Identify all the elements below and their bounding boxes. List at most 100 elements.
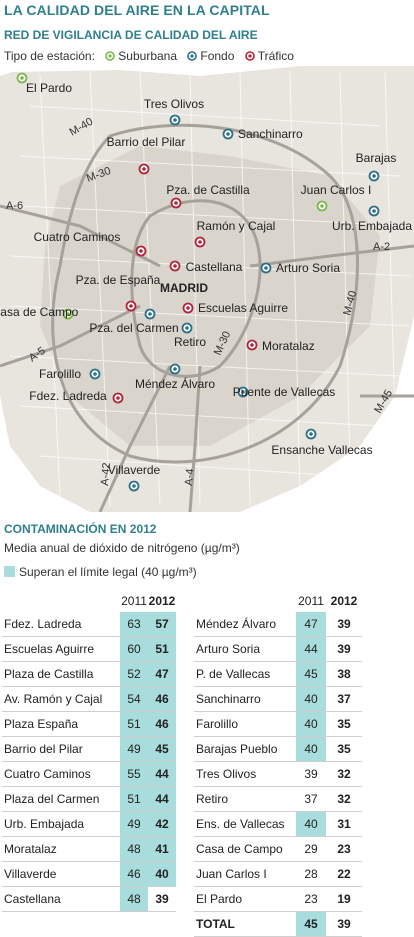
road-a4: A-4	[183, 468, 196, 486]
table-row: Escuelas Aguirre 60 51	[2, 636, 176, 662]
table-row: Farolillo 40 35	[194, 711, 362, 737]
value-2012: 47	[148, 661, 176, 687]
limit-legend: Superan el límite legal (40 µg/m³)	[4, 565, 197, 579]
value-2012: 39	[326, 636, 362, 662]
station-type-legend: Tipo de estación: Suburbana Fondo Tráfic…	[4, 48, 294, 63]
station-dot	[372, 209, 376, 213]
station-name: TOTAL	[194, 911, 296, 937]
value-2011: 40	[296, 811, 326, 837]
station-name: Plaza España	[2, 711, 120, 737]
limit-swatch	[4, 566, 15, 577]
value-2011: 29	[296, 836, 326, 862]
value-2012: 46	[148, 686, 176, 712]
station-name: Av. Ramón y Cajal	[2, 686, 120, 712]
station-marker: Ramón y Cajal	[194, 219, 275, 248]
station-marker: Ensanche Vallecas	[271, 428, 373, 457]
station-marker: Escuelas Aguirre	[182, 301, 288, 315]
station-label: Escuelas Aguirre	[198, 301, 288, 315]
value-2012: 35	[326, 711, 362, 737]
station-dot	[173, 118, 177, 122]
value-2012: 37	[326, 686, 362, 712]
station-name: Fdez. Ladreda	[2, 612, 120, 637]
table-row: Ens. de Vallecas 40 31	[194, 811, 362, 837]
station-dot	[173, 367, 177, 371]
station-name: Tres Olivos	[194, 761, 296, 787]
table-total-row: TOTAL 45 39	[194, 911, 362, 937]
station-name: Casa de Campo	[194, 836, 296, 862]
station-marker: Barrio del Pilar	[107, 135, 186, 175]
value-2011: 45	[296, 661, 326, 687]
station-label: Moratalaz	[262, 339, 315, 353]
station-dot	[186, 306, 190, 310]
legend-label: Tipo de estación:	[4, 48, 95, 63]
table-row: Barrio del Pilar 49 45	[2, 736, 176, 762]
station-marker: Casa de Campo	[0, 305, 79, 320]
table-row: Fdez. Ladreda 63 57	[2, 612, 176, 637]
station-marker: Pza. de Castilla	[166, 183, 250, 209]
station-label: Pza. de Castilla	[166, 183, 250, 197]
header-2011: 2011	[298, 594, 324, 608]
value-2011: 40	[296, 736, 326, 762]
value-2012: 42	[148, 811, 176, 837]
station-dot	[66, 312, 70, 316]
station-dot	[116, 396, 120, 400]
station-label: Fdez. Ladreda	[29, 389, 107, 403]
station-dot	[250, 343, 254, 347]
station-label: Barrio del Pilar	[107, 135, 186, 149]
station-label: Farolillo	[39, 367, 81, 381]
value-2012: 39	[326, 911, 362, 937]
table-row: Casa de Campo 29 23	[194, 836, 362, 862]
table-row: Barajas Pueblo 40 35	[194, 736, 362, 762]
station-name: Méndez Álvaro	[194, 612, 296, 637]
station-marker: Moratalaz	[246, 339, 315, 353]
station-dot	[226, 132, 230, 136]
table-row: Plaza del Carmen 51 44	[2, 786, 176, 812]
station-marker: Puente de Vallecas	[233, 385, 336, 399]
table-row: Castellana 48 39	[2, 886, 176, 912]
station-label: Casa de Campo	[0, 305, 79, 319]
station-name: Arturo Soria	[194, 636, 296, 662]
station-marker: Farolillo	[39, 367, 101, 381]
value-2012: 35	[326, 736, 362, 762]
background-station-icon	[187, 51, 198, 61]
station-marker: Barajas	[356, 151, 396, 182]
station-dot	[185, 326, 189, 330]
value-2011: 54	[120, 686, 148, 712]
table-header-row: 2011 2012	[2, 590, 176, 612]
value-2011: 49	[120, 811, 148, 837]
station-dot	[132, 484, 136, 488]
value-2012: 32	[326, 786, 362, 812]
station-label: Puente de Vallecas	[233, 385, 336, 399]
value-2011: 28	[296, 861, 326, 887]
station-label: Arturo Soria	[276, 261, 340, 275]
station-name: Castellana	[2, 886, 120, 912]
station-name: Sanchinarro	[194, 686, 296, 712]
header-2012: 2012	[148, 594, 176, 608]
table-row: Villaverde 46 40	[2, 861, 176, 887]
station-dot	[372, 174, 376, 178]
legend-item-traffic: Tráfico	[257, 48, 294, 63]
station-markers: El Pardo Tres Olivos Sanchinarro Barrio del…	[0, 72, 412, 492]
road-a6: A-6	[6, 200, 23, 212]
station-name: Cuatro Caminos	[2, 761, 120, 787]
value-2011: 45	[296, 911, 326, 937]
value-2012: 38	[326, 661, 362, 687]
station-name: Villaverde	[2, 861, 120, 887]
station-name: Escuelas Aguirre	[2, 636, 120, 662]
station-name: Plaza de Castilla	[2, 661, 120, 687]
value-2012: 39	[148, 886, 176, 912]
table-row: El Pardo 23 19	[194, 886, 362, 912]
pollution-table-left: 2011 2012 Fdez. Ladreda 63 57 Escuelas Agui…	[2, 590, 176, 912]
madrid-map: M-40 M-30 A-6 A-2 M-40 A-5 M-30 M-45 A-4…	[0, 66, 414, 512]
value-2012: 44	[148, 786, 176, 812]
legend-item-suburban: Suburbana	[118, 48, 178, 63]
table-row: Arturo Soria 44 39	[194, 636, 362, 662]
table-header-row: 2011 2012	[194, 590, 362, 612]
station-label: Urb. Embajada	[332, 219, 412, 233]
station-label: Tres Olivos	[144, 97, 204, 111]
station-name: Plaza del Carmen	[2, 786, 120, 812]
table-row: Cuatro Caminos 55 44	[2, 761, 176, 787]
value-2011: 23	[296, 886, 326, 912]
section-title: CONTAMINACIÓN EN 2012	[4, 522, 157, 536]
station-label: Pza. del Carmen	[89, 321, 178, 335]
